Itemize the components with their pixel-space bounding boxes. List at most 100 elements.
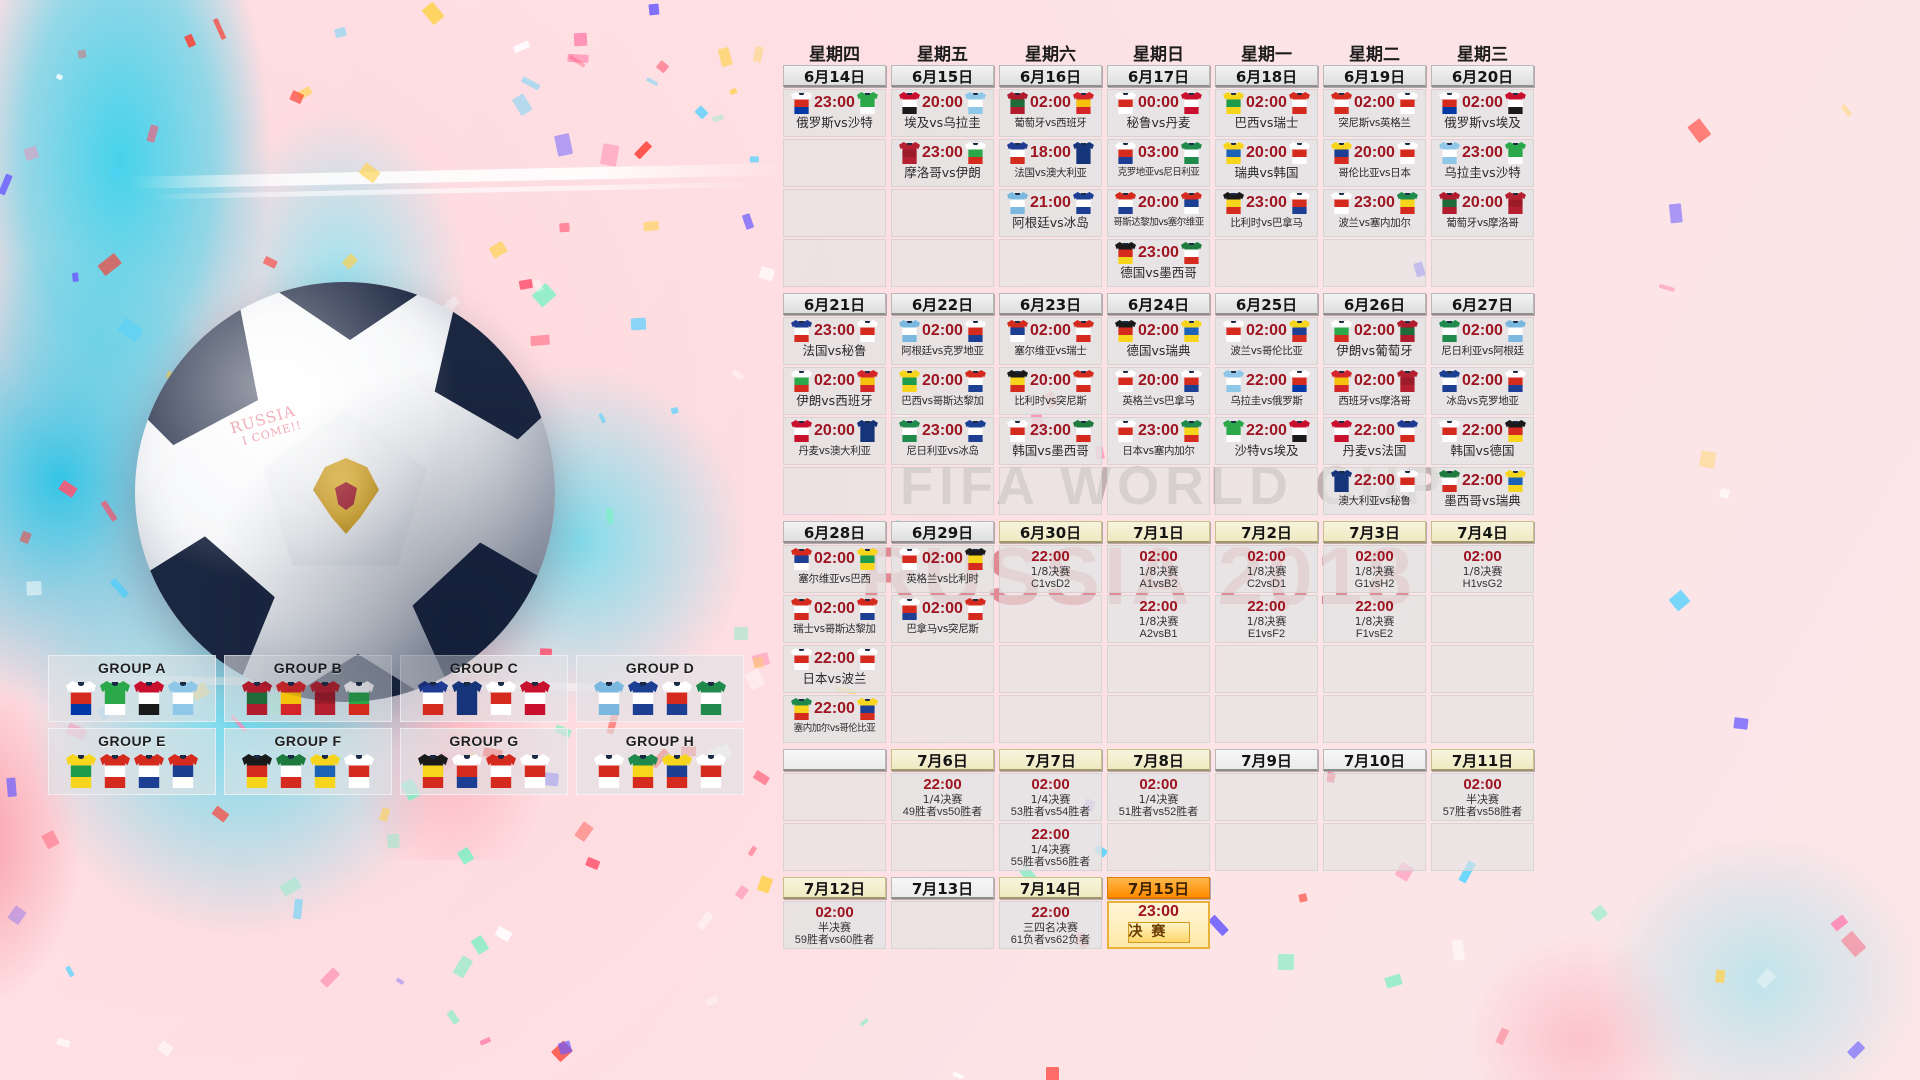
date-cell-6-14-[interactable]: 6月14日 bbox=[783, 65, 886, 87]
date-cell-7-15-[interactable]: 7月15日 bbox=[1107, 877, 1210, 899]
match-cell[interactable]: 20:00 哥斯达黎加vs塞尔维亚 bbox=[1107, 189, 1210, 237]
date-cell-7-1-[interactable]: 7月1日 bbox=[1107, 521, 1210, 543]
match-cell[interactable]: 20:00 英格兰vs巴拿马 bbox=[1107, 367, 1210, 415]
group-box-group-h[interactable]: GROUP H bbox=[576, 728, 744, 795]
knockout-match-cell[interactable]: 02:00 1/8决赛 C2vsD1 bbox=[1215, 545, 1318, 593]
knockout-match-cell[interactable]: 02:00 半决赛 59胜者vs60胜者 bbox=[783, 901, 886, 949]
knockout-match-cell[interactable]: 02:00 1/4决赛 51胜者vs52胜者 bbox=[1107, 773, 1210, 821]
knockout-match-cell[interactable]: 22:00 1/8决赛 A2vsB1 bbox=[1107, 595, 1210, 643]
match-cell[interactable]: 22:00 墨西哥vs瑞典 bbox=[1431, 467, 1534, 515]
date-cell-7-6-[interactable]: 7月6日 bbox=[891, 749, 994, 771]
match-cell[interactable]: 23:00 波兰vs塞内加尔 bbox=[1323, 189, 1426, 237]
match-cell[interactable]: 02:00 波兰vs哥伦比亚 bbox=[1215, 317, 1318, 365]
knockout-match-cell[interactable]: 22:00 1/4决赛 55胜者vs56胜者 bbox=[999, 823, 1102, 871]
match-cell[interactable]: 02:00 西班牙vs摩洛哥 bbox=[1323, 367, 1426, 415]
match-cell[interactable]: 02:00 伊朗vs西班牙 bbox=[783, 367, 886, 415]
match-cell[interactable]: 20:00 埃及vs乌拉圭 bbox=[891, 89, 994, 137]
date-cell-6-25-[interactable]: 6月25日 bbox=[1215, 293, 1318, 315]
match-cell[interactable]: 23:00 乌拉圭vs沙特 bbox=[1431, 139, 1534, 187]
match-cell[interactable]: 23:00 日本vs塞内加尔 bbox=[1107, 417, 1210, 465]
match-cell[interactable]: 02:00 塞尔维亚vs巴西 bbox=[783, 545, 886, 593]
match-cell[interactable]: 22:00 塞内加尔vs哥伦比亚 bbox=[783, 695, 886, 743]
match-cell[interactable]: 22:00 韩国vs德国 bbox=[1431, 417, 1534, 465]
knockout-match-cell[interactable]: 02:00 1/8决赛 A1vsB2 bbox=[1107, 545, 1210, 593]
knockout-match-cell[interactable]: 02:00 1/8决赛 H1vsG2 bbox=[1431, 545, 1534, 593]
date-cell-7-2-[interactable]: 7月2日 bbox=[1215, 521, 1318, 543]
knockout-match-cell[interactable]: 02:00 1/8决赛 G1vsH2 bbox=[1323, 545, 1426, 593]
match-cell[interactable]: 23:00 比利时vs巴拿马 bbox=[1215, 189, 1318, 237]
date-cell-7-4-[interactable]: 7月4日 bbox=[1431, 521, 1534, 543]
date-cell-7-3-[interactable]: 7月3日 bbox=[1323, 521, 1426, 543]
match-cell[interactable]: 02:00 阿根廷vs克罗地亚 bbox=[891, 317, 994, 365]
match-cell[interactable]: 21:00 阿根廷vs冰岛 bbox=[999, 189, 1102, 237]
group-box-group-e[interactable]: GROUP E bbox=[48, 728, 216, 795]
match-cell[interactable]: 20:00 丹麦vs澳大利亚 bbox=[783, 417, 886, 465]
match-cell[interactable]: 23:00 俄罗斯vs沙特 bbox=[783, 89, 886, 137]
match-cell[interactable]: 20:00 比利时vs突尼斯 bbox=[999, 367, 1102, 415]
match-cell[interactable]: 02:00 冰岛vs克罗地亚 bbox=[1431, 367, 1534, 415]
date-cell-7-14-[interactable]: 7月14日 bbox=[999, 877, 1102, 899]
match-cell[interactable]: 22:00 乌拉圭vs俄罗斯 bbox=[1215, 367, 1318, 415]
knockout-match-cell[interactable]: 02:00 1/4决赛 53胜者vs54胜者 bbox=[999, 773, 1102, 821]
match-cell[interactable]: 02:00 葡萄牙vs西班牙 bbox=[999, 89, 1102, 137]
date-cell-7-12-[interactable]: 7月12日 bbox=[783, 877, 886, 899]
date-cell-6-19-[interactable]: 6月19日 bbox=[1323, 65, 1426, 87]
match-cell[interactable]: 22:00 沙特vs埃及 bbox=[1215, 417, 1318, 465]
knockout-match-cell[interactable]: 22:00 1/8决赛 C1vsD2 bbox=[999, 545, 1102, 593]
match-cell[interactable]: 02:00 英格兰vs比利时 bbox=[891, 545, 994, 593]
match-cell[interactable]: 22:00 日本vs波兰 bbox=[783, 645, 886, 693]
group-box-group-d[interactable]: GROUP D bbox=[576, 655, 744, 722]
match-cell[interactable]: 02:00 伊朗vs葡萄牙 bbox=[1323, 317, 1426, 365]
knockout-match-cell[interactable]: 22:00 1/8决赛 F1vsE2 bbox=[1323, 595, 1426, 643]
date-cell-6-15-[interactable]: 6月15日 bbox=[891, 65, 994, 87]
group-box-group-c[interactable]: GROUP C bbox=[400, 655, 568, 722]
date-cell-6-27-[interactable]: 6月27日 bbox=[1431, 293, 1534, 315]
date-cell-6-21-[interactable]: 6月21日 bbox=[783, 293, 886, 315]
match-cell[interactable]: 02:00 突尼斯vs英格兰 bbox=[1323, 89, 1426, 137]
date-cell-7-7-[interactable]: 7月7日 bbox=[999, 749, 1102, 771]
match-cell[interactable]: 02:00 塞尔维亚vs瑞士 bbox=[999, 317, 1102, 365]
group-box-group-f[interactable]: GROUP F bbox=[224, 728, 392, 795]
date-cell-6-30-[interactable]: 6月30日 bbox=[999, 521, 1102, 543]
date-cell-6-23-[interactable]: 6月23日 bbox=[999, 293, 1102, 315]
match-cell[interactable]: 22:00 澳大利亚vs秘鲁 bbox=[1323, 467, 1426, 515]
date-cell-6-24-[interactable]: 6月24日 bbox=[1107, 293, 1210, 315]
final-match-cell[interactable]: 23:00 决 赛 bbox=[1107, 901, 1210, 949]
match-cell[interactable]: 02:00 尼日利亚vs阿根廷 bbox=[1431, 317, 1534, 365]
match-cell[interactable]: 02:00 俄罗斯vs埃及 bbox=[1431, 89, 1534, 137]
match-cell[interactable]: 20:00 巴西vs哥斯达黎加 bbox=[891, 367, 994, 415]
match-cell[interactable]: 20:00 瑞典vs韩国 bbox=[1215, 139, 1318, 187]
date-cell-7-9-[interactable]: 7月9日 bbox=[1215, 749, 1318, 771]
date-cell-6-26-[interactable]: 6月26日 bbox=[1323, 293, 1426, 315]
date-cell-[interactable] bbox=[783, 749, 886, 771]
date-cell-6-28-[interactable]: 6月28日 bbox=[783, 521, 886, 543]
match-cell[interactable]: 22:00 丹麦vs法国 bbox=[1323, 417, 1426, 465]
date-cell-7-11-[interactable]: 7月11日 bbox=[1431, 749, 1534, 771]
match-cell[interactable]: 23:00 法国vs秘鲁 bbox=[783, 317, 886, 365]
date-cell-7-13-[interactable]: 7月13日 bbox=[891, 877, 994, 899]
match-cell[interactable]: 02:00 瑞士vs哥斯达黎加 bbox=[783, 595, 886, 643]
date-cell-6-29-[interactable]: 6月29日 bbox=[891, 521, 994, 543]
knockout-match-cell[interactable]: 22:00 三四名决赛 61负者vs62负者 bbox=[999, 901, 1102, 949]
date-cell-6-18-[interactable]: 6月18日 bbox=[1215, 65, 1318, 87]
knockout-match-cell[interactable]: 22:00 1/4决赛 49胜者vs50胜者 bbox=[891, 773, 994, 821]
match-cell[interactable]: 03:00 克罗地亚vs尼日利亚 bbox=[1107, 139, 1210, 187]
date-cell-7-10-[interactable]: 7月10日 bbox=[1323, 749, 1426, 771]
knockout-match-cell[interactable]: 22:00 1/8决赛 E1vsF2 bbox=[1215, 595, 1318, 643]
date-cell-6-17-[interactable]: 6月17日 bbox=[1107, 65, 1210, 87]
match-cell[interactable]: 18:00 法国vs澳大利亚 bbox=[999, 139, 1102, 187]
match-cell[interactable]: 02:00 巴拿马vs突尼斯 bbox=[891, 595, 994, 643]
knockout-match-cell[interactable]: 02:00 半决赛 57胜者vs58胜者 bbox=[1431, 773, 1534, 821]
group-box-group-g[interactable]: GROUP G bbox=[400, 728, 568, 795]
match-cell[interactable]: 23:00 尼日利亚vs冰岛 bbox=[891, 417, 994, 465]
match-cell[interactable]: 23:00 摩洛哥vs伊朗 bbox=[891, 139, 994, 187]
date-cell-6-16-[interactable]: 6月16日 bbox=[999, 65, 1102, 87]
date-cell-6-20-[interactable]: 6月20日 bbox=[1431, 65, 1534, 87]
match-cell[interactable]: 23:00 韩国vs墨西哥 bbox=[999, 417, 1102, 465]
group-box-group-a[interactable]: GROUP A bbox=[48, 655, 216, 722]
match-cell[interactable]: 23:00 德国vs墨西哥 bbox=[1107, 239, 1210, 287]
date-cell-7-8-[interactable]: 7月8日 bbox=[1107, 749, 1210, 771]
match-cell[interactable]: 00:00 秘鲁vs丹麦 bbox=[1107, 89, 1210, 137]
match-cell[interactable]: 02:00 德国vs瑞典 bbox=[1107, 317, 1210, 365]
match-cell[interactable]: 20:00 葡萄牙vs摩洛哥 bbox=[1431, 189, 1534, 237]
